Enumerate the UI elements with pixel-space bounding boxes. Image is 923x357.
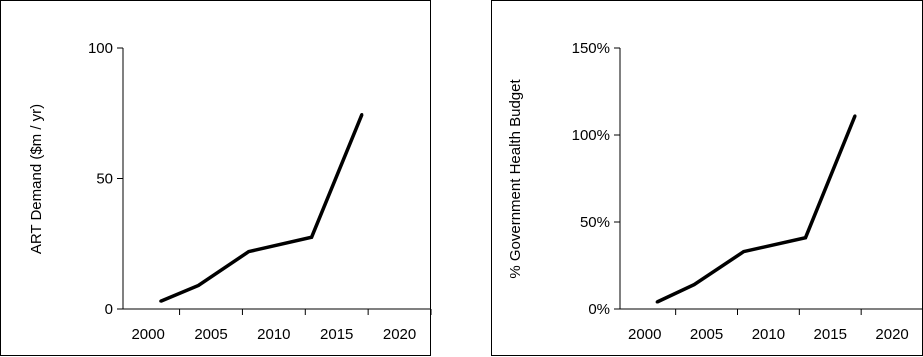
data-point: [159, 299, 163, 303]
chart-panel-art-demand: 0 50 100 2000 2005 2010 2015 2020 ART Demand ($m…: [0, 0, 432, 356]
x-tick-label: 2010: [752, 326, 785, 343]
data-point: [247, 250, 251, 254]
x-tick-label: 2020: [875, 326, 908, 343]
x-tick-label: 2015: [320, 326, 353, 343]
series-line: [160, 113, 364, 303]
x-tick-label: 2005: [690, 326, 723, 343]
x-tick-label: 2020: [383, 326, 416, 343]
data-point: [742, 250, 746, 254]
x-tick-label: 2000: [628, 326, 661, 343]
data-point: [196, 284, 200, 288]
data-point: [853, 114, 857, 118]
y-tick-label: 100: [88, 40, 113, 57]
y-tick-label: 50: [96, 171, 113, 188]
y-tick-label: 0%: [588, 301, 610, 318]
data-point: [360, 113, 364, 117]
art-demand-chart: 0 50 100 2000 2005 2010 2015 2020 ART Demand ($m…: [28, 40, 432, 343]
y-tick-label: 150%: [572, 40, 610, 57]
series-line: [656, 115, 857, 304]
y-axis-label: % Government Health Budget: [507, 79, 524, 279]
data-point: [692, 283, 696, 287]
x-tick-label: 2005: [194, 326, 227, 343]
data-point: [804, 236, 808, 240]
data-point: [655, 300, 659, 304]
y-tick-label: 100%: [572, 127, 610, 144]
x-tick-label: 2000: [131, 326, 164, 343]
chart-panel-health-budget: 0% 50% 100% 150% 2000 2005 2010 2015 2020 % Gover…: [491, 0, 923, 356]
x-tick-label: 2010: [257, 326, 290, 343]
y-tick-label: 50%: [580, 214, 610, 231]
y-axis-label: ART Demand ($m / yr): [28, 104, 45, 254]
x-tick-label: 2015: [814, 326, 847, 343]
data-point: [310, 235, 314, 239]
health-budget-chart: 0% 50% 100% 150% 2000 2005 2010 2015 2020 % Gover…: [507, 40, 923, 343]
y-tick-label: 0: [105, 301, 113, 318]
